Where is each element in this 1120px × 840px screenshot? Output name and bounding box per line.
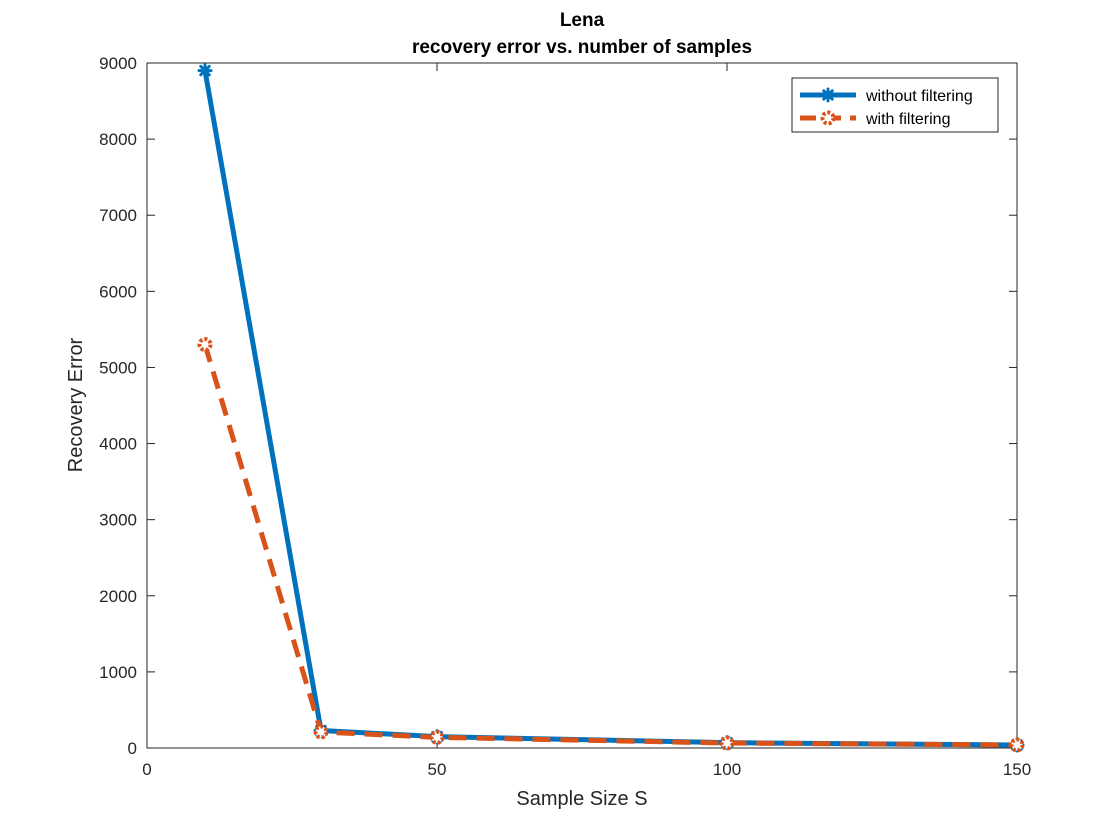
series-layer [197,63,1025,753]
data-point [1009,737,1025,753]
legend-marker-glyph [820,87,836,103]
x-tick-label: 0 [142,760,151,779]
legend-label-with-filtering: with filtering [865,111,950,128]
y-tick-label: 1000 [99,663,137,682]
y-tick-label: 4000 [99,435,137,454]
legend-marker-with-filtering [820,110,836,126]
data-point [719,735,735,751]
legend-marker-glyph [820,110,836,126]
x-tick-label: 150 [1003,760,1031,779]
chart-title: Lena [560,10,605,31]
y-tick-label: 5000 [99,358,137,377]
legend-label-without-filtering: without filtering [865,88,973,105]
data-point [313,724,329,740]
y-tick-label: 6000 [99,282,137,301]
y-tick-label: 3000 [99,511,137,530]
x-tick-label: 100 [713,760,741,779]
y-tick-label: 9000 [99,54,137,73]
x-axis-label: Sample Size S [516,788,647,810]
data-point [197,63,213,79]
legend: without filtering with filtering [791,77,999,133]
plot-area [146,62,1018,749]
y-tick-label: 0 [128,739,137,758]
data-point [197,337,213,353]
data-point [429,729,445,745]
series-1 [197,337,1025,753]
x-tick-label: 50 [428,760,447,779]
y-tick-label: 8000 [99,130,137,149]
axes-box [146,62,1018,749]
y-axis-label: Recovery Error [65,337,87,472]
y-tick-label: 2000 [99,587,137,606]
tick-labels: 0 50 100 150 0 1000 2000 3000 4000 5000 6000 7000 80… [99,54,1031,779]
y-tick-label: 7000 [99,206,137,225]
chart-subtitle: recovery error vs. number of samples [412,37,752,58]
legend-marker-without-filtering [820,87,836,103]
